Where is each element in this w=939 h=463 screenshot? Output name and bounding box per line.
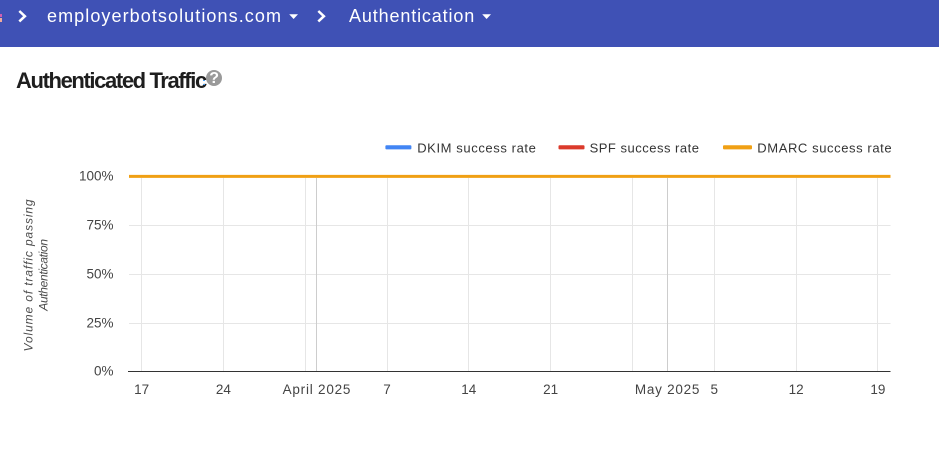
svg-text:24: 24 [216,382,232,397]
svg-text:21: 21 [543,382,558,397]
svg-text:April 2025: April 2025 [283,382,352,397]
svg-text:50%: 50% [86,267,113,282]
svg-text:0%: 0% [94,364,114,379]
svg-text:7: 7 [383,382,391,397]
svg-text:100%: 100% [79,169,114,184]
svg-text:Volume of traffic passing: Volume of traffic passing [22,199,36,352]
svg-text:5: 5 [711,382,719,397]
svg-text:DKIM success rate: DKIM success rate [417,140,536,155]
svg-text:May 2025: May 2025 [635,382,700,397]
svg-text:25%: 25% [86,316,113,331]
svg-text:14: 14 [461,382,477,397]
svg-text:75%: 75% [86,218,113,233]
svg-text:12: 12 [789,382,804,397]
svg-text:17: 17 [134,382,149,397]
svg-text:DMARC success rate: DMARC success rate [757,140,892,155]
svg-text:SPF success rate: SPF success rate [590,140,700,155]
svg-text:Authentication: Authentication [36,239,50,312]
svg-text:19: 19 [870,382,885,397]
